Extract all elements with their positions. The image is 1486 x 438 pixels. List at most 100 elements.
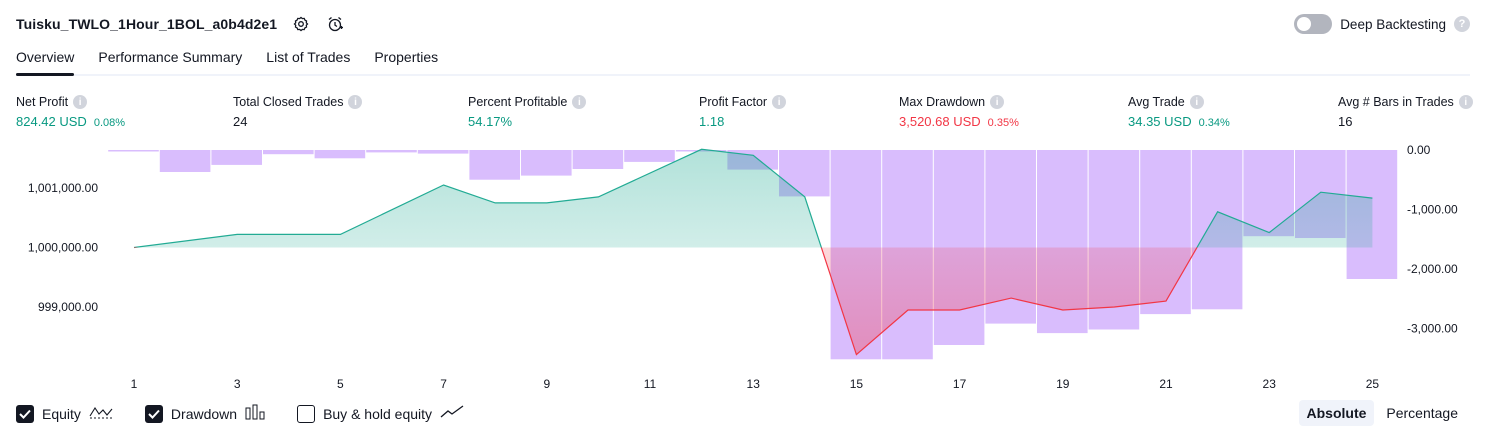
- drawdown-bar: [521, 150, 572, 176]
- metric-label: Avg # Bars in Trades: [1338, 95, 1454, 109]
- info-icon[interactable]: i: [772, 95, 787, 109]
- x-axis-tick: 3: [234, 377, 241, 391]
- right-axis: 0.00 -1,000.00 -2,000.00 -3,000.00: [1407, 143, 1458, 335]
- metric-label: Percent Profitable: [468, 95, 568, 109]
- info-icon[interactable]: i: [73, 95, 88, 109]
- metric-percent: 0.08%: [93, 117, 126, 129]
- x-axis-tick: 17: [953, 377, 967, 391]
- metric-value: 24: [233, 114, 248, 129]
- x-axis-tick: 25: [1366, 377, 1380, 391]
- metric-label: Net Profit: [16, 95, 69, 109]
- metric-value: 34.35 USD: [1128, 114, 1192, 129]
- absolute-button[interactable]: Absolute: [1298, 400, 1375, 426]
- legend-drawdown[interactable]: Drawdown: [144, 404, 265, 425]
- right-axis-tick: 0.00: [1407, 143, 1431, 157]
- drawdown-checkbox[interactable]: [144, 405, 163, 423]
- x-axis-tick: 1: [131, 377, 138, 391]
- drawdown-bar: [108, 150, 159, 152]
- deep-backtesting-label: Deep Backtesting: [1340, 16, 1446, 32]
- equity-line-positive: [133, 148, 1373, 248]
- drawdown-bar: [624, 150, 675, 162]
- tab-performance-summary[interactable]: Performance Summary: [98, 49, 243, 65]
- metric-label: Max Drawdown: [899, 95, 986, 109]
- x-axis-tick: 9: [543, 377, 550, 391]
- metric-label: Avg Trade: [1128, 95, 1185, 109]
- x-axis-tick: 13: [747, 377, 761, 391]
- x-axis-tick: 19: [1056, 377, 1070, 391]
- equity-area: [134, 149, 1373, 355]
- metric-total-closed-trades: Total Closed Trades i 24: [233, 94, 363, 129]
- equity-line-negative: [134, 247, 1198, 356]
- drawdown-bar: [314, 150, 366, 159]
- scale-mode-switch: Absolute Percentage: [1298, 400, 1467, 426]
- drawdown-bar: [211, 150, 262, 165]
- left-axis-tick: 1,001,000.00: [28, 181, 98, 195]
- metric-percent: 0.35%: [987, 117, 1019, 129]
- x-axis-tick: 23: [1263, 377, 1277, 391]
- drawdown-bar: [417, 150, 469, 154]
- equity-area-positive: [134, 149, 1373, 248]
- metric-avg-bars-in-trades: Avg # Bars in Trades i 16: [1338, 94, 1473, 129]
- legend-buy-hold[interactable]: Buy & hold equity: [297, 404, 464, 424]
- drawdown-bar: [366, 150, 417, 153]
- left-axis: 1,001,000.00 1,000,000.00 999,000.00: [28, 181, 98, 314]
- metric-value: 3,520.68 USD: [899, 114, 981, 129]
- percentage-button[interactable]: Percentage: [1386, 405, 1458, 421]
- metric-profit-factor: Profit Factor i 1.18: [699, 94, 787, 129]
- settings-icon[interactable]: [291, 14, 311, 34]
- metric-label: Profit Factor: [699, 95, 768, 109]
- info-icon[interactable]: i: [1189, 95, 1204, 109]
- info-icon[interactable]: i: [348, 95, 363, 109]
- chart-legend: Equity Drawdown Buy & hold equity: [16, 403, 496, 425]
- legend-equity[interactable]: Equity: [16, 405, 113, 424]
- equity-checkbox[interactable]: [16, 405, 34, 423]
- deep-backtesting-control: Deep Backtesting ?: [1294, 12, 1470, 36]
- deep-backtesting-toggle[interactable]: [1294, 14, 1333, 34]
- metric-value: 1.18: [699, 114, 725, 129]
- legend-buy-hold-label: Buy & hold equity: [323, 406, 433, 422]
- equity-area-negative: [134, 247, 1373, 355]
- drawdown-bar: [572, 150, 624, 169]
- drawdown-bars-icon: [245, 404, 265, 425]
- left-axis-tick: 999,000.00: [38, 300, 98, 314]
- buy-hold-checkbox[interactable]: [297, 405, 316, 423]
- drawdown-bar: [263, 150, 314, 155]
- metric-avg-trade: Avg Trade i 34.35 USD 0.34%: [1128, 94, 1230, 129]
- x-axis-tick: 11: [644, 377, 657, 391]
- tab-properties[interactable]: Properties: [374, 49, 439, 65]
- metric-percent-profitable: Percent Profitable i 54.17%: [468, 94, 587, 129]
- strategy-header: Tuisku_TWLO_1Hour_1BOL_a0b4d2e1: [16, 12, 345, 36]
- metric-value: 16: [1338, 114, 1353, 129]
- metric-percent: 0.34%: [1198, 117, 1230, 129]
- legend-drawdown-label: Drawdown: [170, 406, 238, 422]
- info-icon[interactable]: i: [990, 95, 1005, 109]
- metric-value: 824.42 USD: [16, 114, 87, 129]
- x-axis-tick: 15: [850, 377, 864, 391]
- right-axis-tick: -3,000.00: [1407, 321, 1458, 335]
- equity-line: [133, 148, 1373, 356]
- info-icon[interactable]: i: [1458, 95, 1473, 109]
- metric-net-profit: Net Profit i 824.42 USD 0.08%: [16, 94, 125, 129]
- drawdown-bar: [159, 150, 211, 172]
- strategy-title: Tuisku_TWLO_1Hour_1BOL_a0b4d2e1: [16, 16, 278, 32]
- alarm-clock-icon[interactable]: [325, 14, 345, 34]
- tab-list-of-trades[interactable]: List of Trades: [266, 49, 351, 65]
- metric-label: Total Closed Trades: [233, 95, 344, 109]
- buy-hold-line-icon: [440, 404, 464, 424]
- right-axis-tick: -2,000.00: [1407, 262, 1458, 276]
- x-axis-tick: 7: [440, 377, 447, 391]
- right-axis-tick: -1,000.00: [1407, 202, 1458, 216]
- tab-overview[interactable]: Overview: [16, 46, 75, 76]
- x-axis: 1 3 5 7 9 11 13 15 17 19 21 23 25: [131, 377, 1380, 391]
- info-icon[interactable]: i: [572, 95, 587, 109]
- help-icon[interactable]: ?: [1454, 16, 1470, 32]
- legend-equity-label: Equity: [42, 406, 81, 422]
- drawdown-bar: [469, 150, 520, 180]
- metric-max-drawdown: Max Drawdown i 3,520.68 USD 0.35%: [899, 94, 1019, 129]
- equity-drawdown-chart[interactable]: 1,001,000.00 1,000,000.00 999,000.00 0.00 -…: [0, 140, 1486, 395]
- x-axis-tick: 21: [1159, 377, 1173, 391]
- report-tabs: Overview Performance Summary List of Tra…: [16, 46, 1470, 76]
- metric-value: 54.17%: [468, 114, 513, 129]
- left-axis-tick: 1,000,000.00: [28, 241, 98, 255]
- x-axis-tick: 5: [337, 377, 344, 391]
